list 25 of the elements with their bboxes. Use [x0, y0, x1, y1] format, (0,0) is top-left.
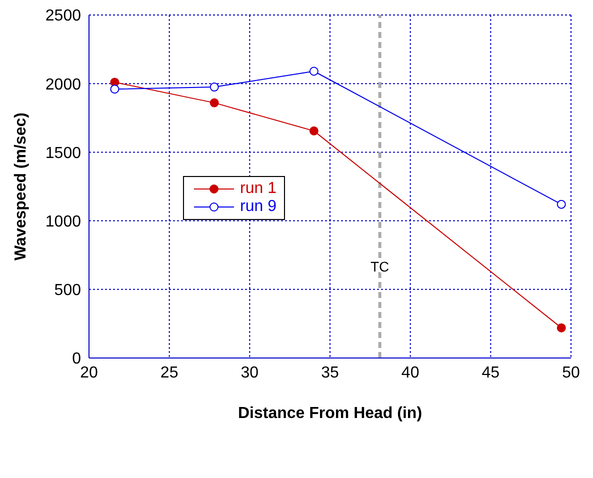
x-tick-label: 45 — [482, 364, 500, 382]
x-tick-label: 35 — [321, 364, 339, 382]
x-tick-label: 20 — [80, 364, 98, 382]
x-axis-title: Distance From Head (in) — [238, 405, 422, 422]
x-tick-label: 50 — [562, 364, 580, 382]
x-tick-label: 30 — [240, 364, 259, 382]
point — [556, 200, 566, 209]
y-tick-label: 2000 — [45, 76, 82, 94]
point — [309, 66, 318, 76]
y-tick-label: 2500 — [45, 8, 82, 25]
ref-line-label: TC — [370, 258, 390, 274]
legend-label: run 1 — [240, 180, 276, 198]
y-tick-label: 0 — [72, 350, 82, 368]
point — [110, 84, 120, 94]
x-tick-label: 40 — [401, 364, 420, 382]
point — [210, 98, 219, 108]
y-tick-label: 1500 — [45, 144, 82, 162]
point — [556, 323, 566, 332]
point — [210, 82, 219, 92]
y-tick-label: 500 — [54, 282, 82, 300]
x-tick-label: 25 — [160, 364, 178, 382]
point — [309, 126, 318, 136]
y-tick-label: 1000 — [45, 213, 82, 230]
y-axis-title: Wavespeed (m/sec) — [12, 112, 30, 260]
legend-label: run 9 — [240, 198, 276, 216]
